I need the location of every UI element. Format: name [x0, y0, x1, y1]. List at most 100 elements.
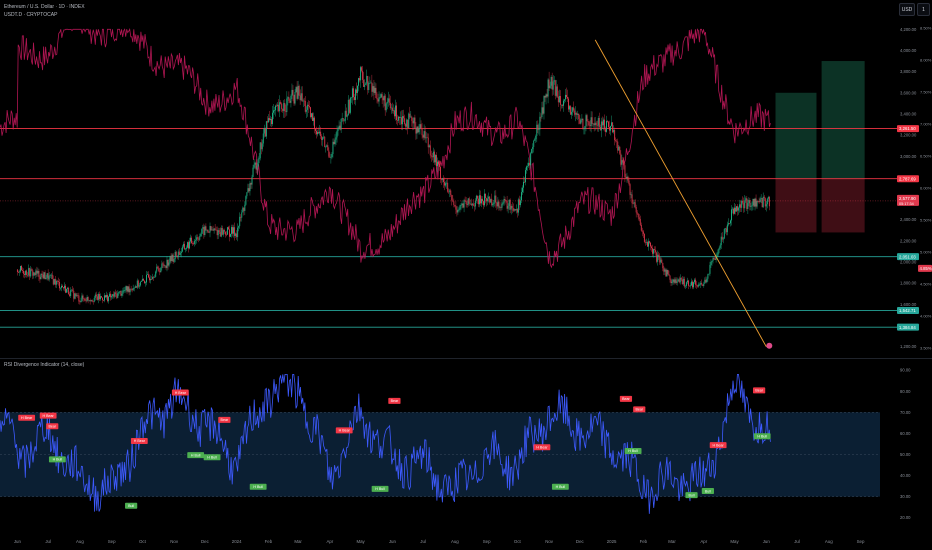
candle-body: [157, 266, 159, 268]
candle-body: [689, 285, 690, 287]
candle-body: [562, 100, 564, 106]
candle-body: [224, 231, 226, 235]
candle-body: [75, 293, 77, 297]
candle-body: [356, 89, 357, 93]
candle-body: [670, 279, 672, 284]
candle-body: [647, 242, 648, 247]
candle-body: [55, 280, 57, 285]
divergence-label-text: H Bear: [339, 429, 351, 433]
candle-body: [403, 116, 405, 119]
candle-body: [472, 203, 474, 206]
candle-body: [731, 209, 732, 221]
candle-body: [500, 207, 502, 208]
candle-body: [443, 178, 445, 183]
candle-body: [559, 95, 561, 105]
candle-body: [718, 247, 720, 250]
candle-body: [482, 198, 483, 202]
candle-body: [33, 272, 35, 276]
candle-body: [604, 129, 606, 132]
candle-body: [297, 85, 299, 99]
candle-body: [47, 273, 49, 280]
candle-body: [277, 104, 279, 107]
candle-body: [348, 99, 350, 113]
candle-body: [122, 290, 124, 294]
candle-body: [136, 280, 138, 288]
candle-body: [46, 273, 48, 278]
candle-body: [704, 279, 706, 284]
candle-body: [230, 233, 231, 237]
candle-body: [711, 260, 713, 262]
candle-body: [85, 300, 87, 302]
candle-body: [423, 131, 425, 138]
candle-body: [241, 212, 243, 218]
scale-button[interactable]: 1: [917, 3, 930, 16]
candle-body: [44, 272, 46, 280]
candle-body: [90, 300, 92, 302]
candle-body: [196, 237, 198, 241]
candle-body: [429, 145, 431, 156]
divergence-label-text: H Bull: [207, 456, 217, 460]
currency-button[interactable]: USD: [899, 3, 915, 16]
candle-body: [78, 295, 80, 302]
candle-body: [441, 178, 442, 180]
divergence-label-bg: [685, 492, 698, 499]
candle-body: [645, 242, 647, 243]
candle-body: [24, 273, 26, 275]
candle-body: [103, 300, 104, 301]
candle-body: [755, 198, 757, 207]
level-price-tag-bg: [897, 323, 919, 331]
candle-body: [159, 270, 161, 273]
candle-body: [442, 178, 444, 180]
candle-body: [108, 296, 110, 302]
candle-body: [759, 198, 761, 203]
candle-body: [432, 151, 434, 158]
candle-body: [106, 295, 107, 298]
candle-body: [561, 104, 563, 106]
candle-body: [73, 290, 75, 299]
candle-body: [648, 241, 649, 247]
candle-body: [411, 116, 413, 121]
candle-body: [351, 88, 353, 98]
x-tick-label: Sep: [108, 539, 116, 544]
candle-body: [751, 205, 753, 207]
candle-body: [187, 242, 188, 248]
candle-body: [536, 124, 538, 137]
candle-body: [169, 255, 171, 263]
candle-body: [156, 266, 158, 272]
candle-body: [167, 259, 169, 266]
candle-body: [461, 203, 463, 206]
candle-body: [294, 92, 296, 104]
candle-body: [41, 273, 43, 275]
candle-body: [481, 198, 482, 204]
price-tick-label: 1,800.00: [900, 281, 917, 286]
candle-body: [750, 206, 752, 207]
rsi-tick-label: 30.00: [900, 494, 911, 499]
candle-body: [132, 288, 134, 291]
candle-body: [388, 98, 390, 103]
candle-body: [95, 294, 97, 297]
candle-body: [525, 170, 526, 183]
candle-body: [247, 188, 249, 193]
candle-body: [139, 281, 141, 286]
candle-body: [315, 128, 316, 131]
candle-body: [323, 136, 325, 138]
dominance-tick-label: 8.50%: [920, 26, 932, 31]
dominance-tick-label: 6.00%: [920, 186, 932, 191]
candle-body: [68, 287, 70, 295]
candle-body: [84, 298, 86, 301]
candle-body: [412, 120, 414, 124]
candle-body: [548, 79, 550, 89]
level-price-tag-text: 1,542.71: [899, 308, 916, 313]
candle-body: [589, 125, 591, 127]
divergence-label-bear: Bear: [619, 395, 633, 402]
candle-body: [567, 96, 568, 99]
candle-body: [312, 113, 313, 121]
candle-body: [721, 236, 723, 240]
candle-body: [735, 207, 737, 212]
dominance-tick-label: 8.00%: [920, 58, 932, 63]
level-price-tag: 1,384.84: [897, 323, 919, 331]
candle-body: [343, 120, 345, 122]
candle-body: [528, 162, 530, 166]
candle-body: [275, 105, 277, 111]
